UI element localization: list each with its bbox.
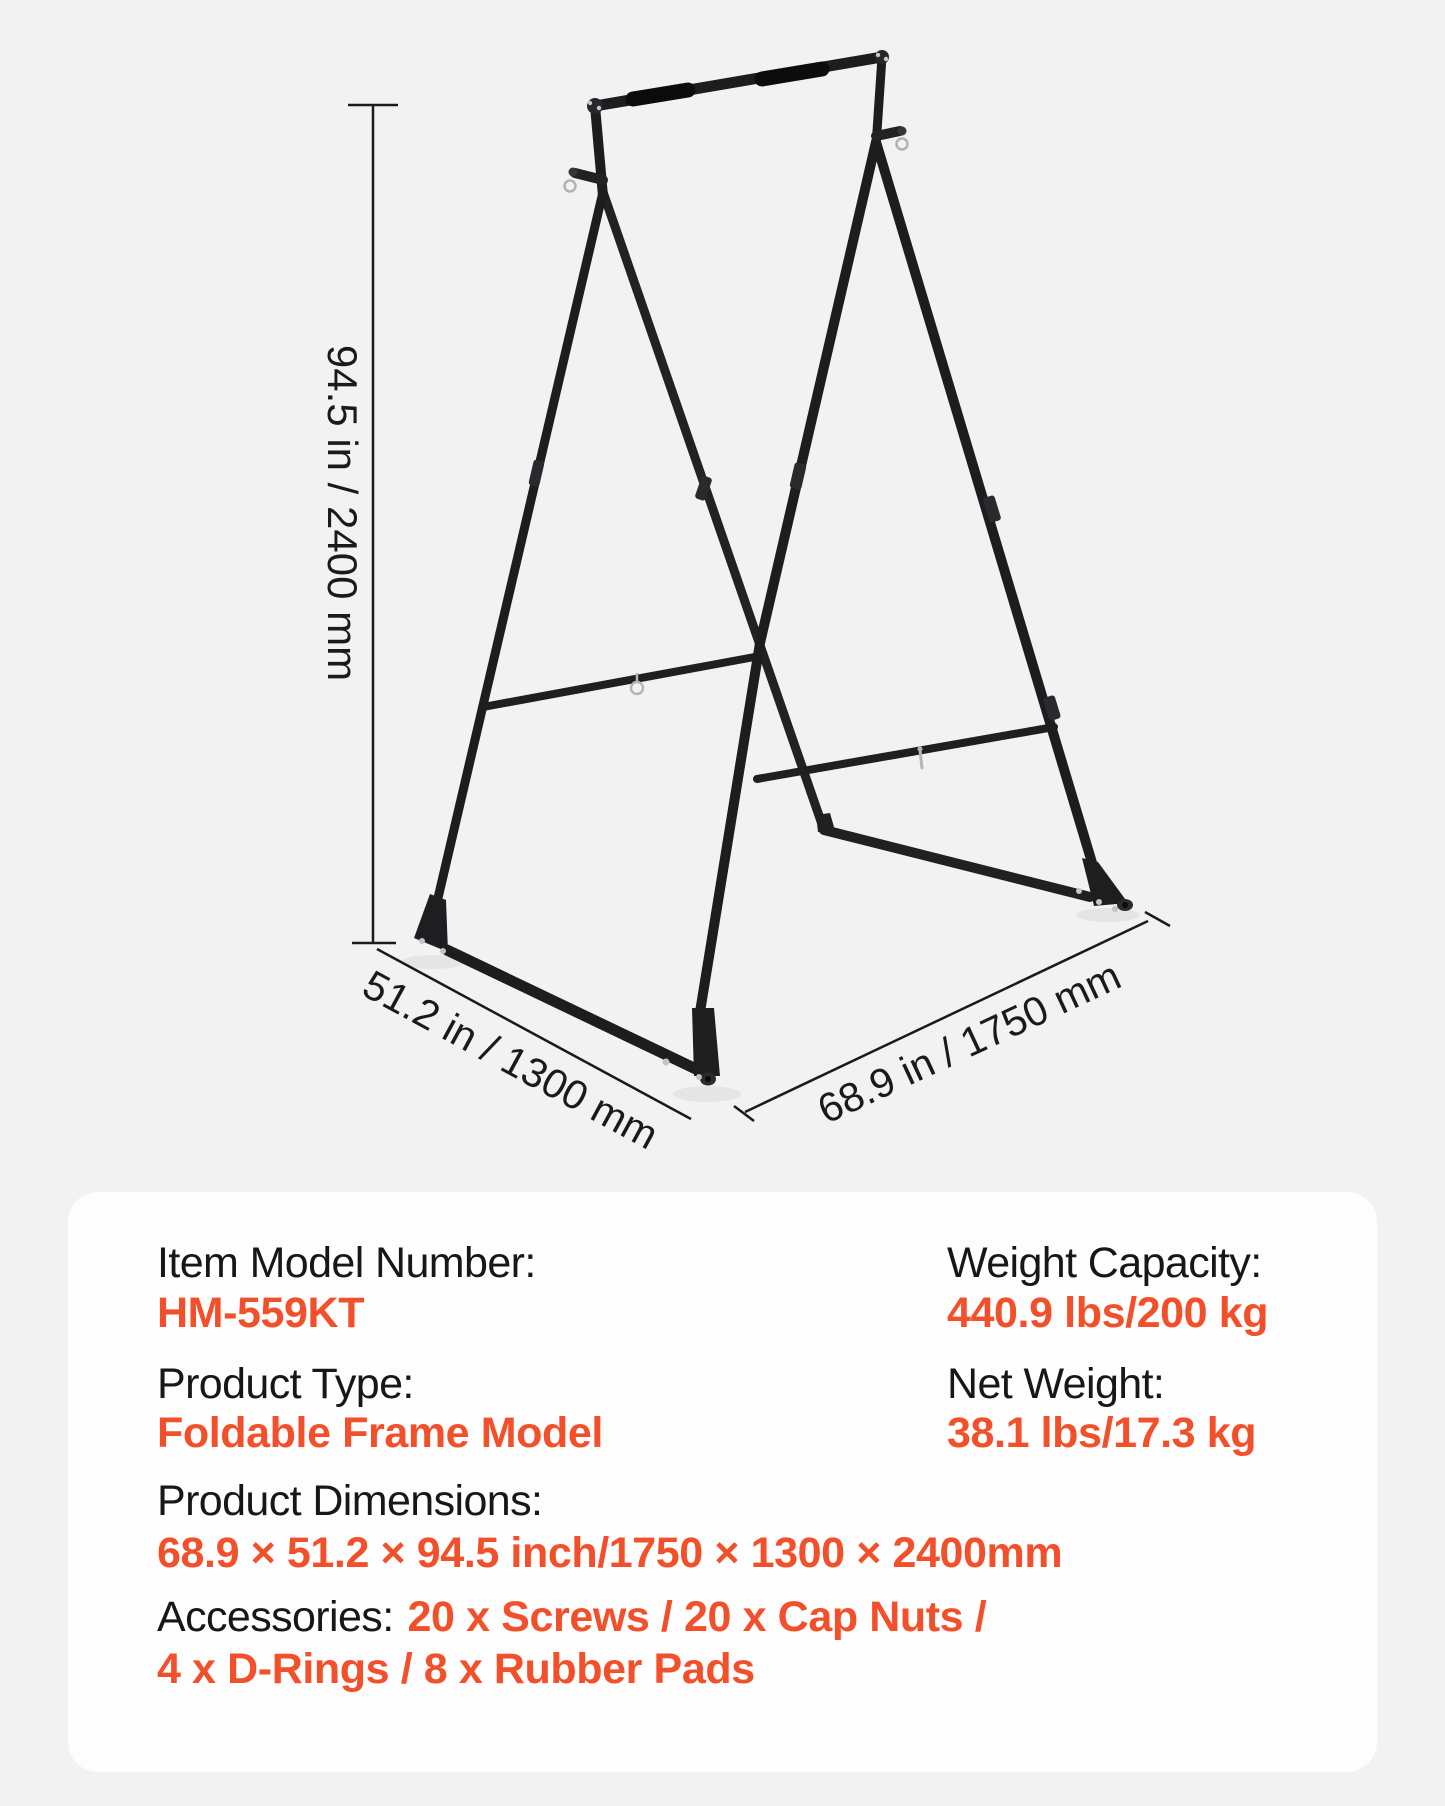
leg-joint-sleeve	[789, 462, 807, 490]
bolt	[440, 948, 446, 954]
foam-grip	[754, 61, 830, 87]
weight-capacity-value: 440.9 lbs/200 kg	[947, 1289, 1269, 1337]
product-type-label: Product Type:	[157, 1360, 414, 1408]
d-ring-hook	[895, 137, 909, 151]
rear-leg-left	[598, 187, 829, 835]
spec-card	[68, 1192, 1377, 1772]
bolt	[1096, 899, 1102, 905]
leg-joint-sleeve	[1043, 695, 1061, 721]
left-foot	[414, 894, 448, 952]
item-model-number-value: HM-559KT	[157, 1289, 365, 1337]
accessories-row: Accessories: 20 x Screws / 20 x Cap Nuts …	[157, 1593, 987, 1641]
left-mid-brace	[479, 652, 764, 711]
r-pin	[918, 748, 924, 770]
net-weight-label: Net Weight:	[947, 1360, 1165, 1408]
pullup-bar	[587, 50, 889, 114]
bolt	[662, 1058, 670, 1066]
rear-base-bar	[819, 825, 1095, 902]
depth-dim-tick-start	[733, 1105, 755, 1122]
width-dimension-label: 51.2 in / 1300 mm	[355, 961, 665, 1158]
bolt	[1076, 888, 1082, 894]
depth-dimension-label: 68.9 in / 1750 mm	[811, 952, 1128, 1132]
leg-joint-sleeve	[695, 475, 712, 501]
bar-end-cap	[587, 98, 603, 114]
accessories-value-line2: 4 x D-Rings / 8 x Rubber Pads	[157, 1645, 755, 1693]
right-mid-brace	[753, 723, 1058, 783]
height-dimension-label: 94.5 in / 2400 mm	[319, 345, 366, 681]
foam-grip	[625, 82, 696, 107]
depth-dim-tick-end	[1144, 910, 1171, 928]
accessories-label: Accessories:	[157, 1593, 394, 1641]
front-leg-left	[433, 187, 608, 903]
bolt	[419, 938, 425, 944]
left-hanger-stub	[563, 167, 608, 193]
bolt	[696, 1074, 702, 1080]
depth-dim-line	[744, 919, 1149, 1114]
d-ring-hook	[563, 179, 577, 193]
product-dimensions-value: 68.9 × 51.2 × 94.5 inch/1750 × 1300 × 24…	[157, 1529, 1063, 1577]
product-type-value: Foldable Frame Model	[157, 1409, 603, 1457]
net-weight-value: 38.1 lbs/17.3 kg	[947, 1409, 1257, 1457]
width-dim-line	[376, 947, 692, 1121]
right-hanger-stub	[871, 126, 909, 151]
product-dimensions-label: Product Dimensions:	[157, 1477, 543, 1525]
item-model-number-label: Item Model Number:	[157, 1239, 536, 1287]
weight-capacity-label: Weight Capacity:	[947, 1239, 1262, 1287]
front-base-bar	[441, 944, 704, 1076]
s-hook	[629, 680, 645, 696]
front-leg-right	[695, 137, 881, 1017]
leg-joint-sleeve	[528, 459, 545, 487]
accessories-value-line1: 20 x Screws / 20 x Cap Nuts /	[407, 1593, 987, 1641]
dimension-lines	[348, 103, 1171, 1122]
leg-joint-sleeve	[983, 495, 1001, 523]
bolt	[1112, 906, 1118, 912]
right-foot	[1082, 858, 1128, 906]
feet-shadows	[401, 908, 1140, 1102]
center-foot	[692, 1008, 720, 1076]
